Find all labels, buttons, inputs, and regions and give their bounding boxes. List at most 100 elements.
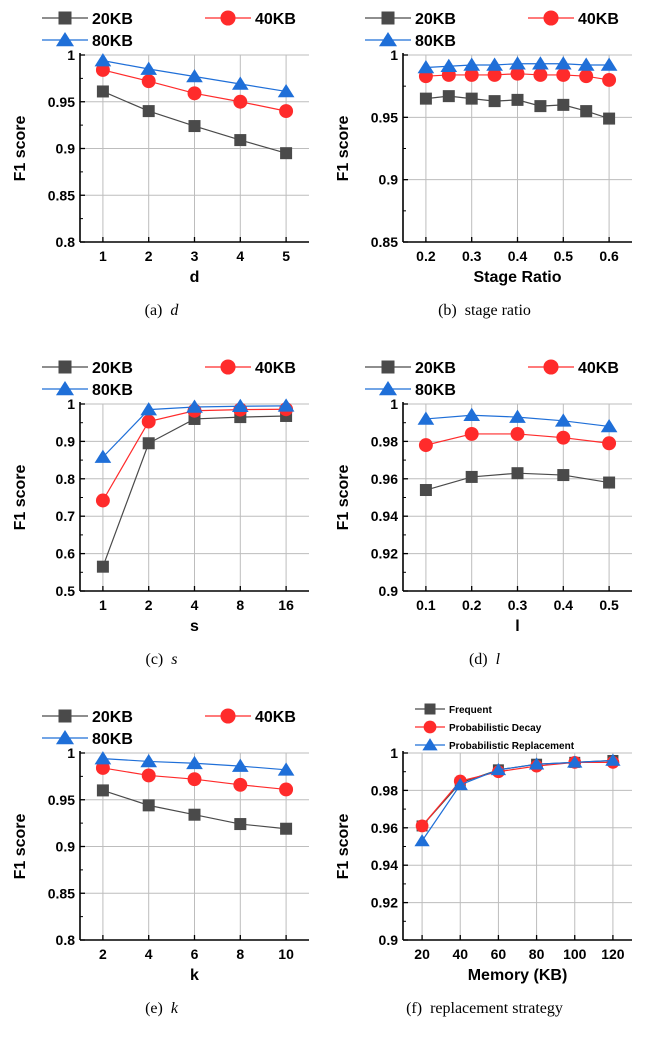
data-point bbox=[280, 147, 293, 160]
x-tick-label: 2 bbox=[145, 248, 153, 264]
data-point bbox=[554, 413, 572, 427]
legend-marker bbox=[220, 10, 236, 26]
legend-label: Probabilistic Replacement bbox=[449, 741, 575, 752]
panel-f: 0.9 0.92 0.94 0.96 0.98 1 20 40 60 80 100 120 Memory… bbox=[323, 698, 646, 1046]
legend-label: Frequent bbox=[449, 705, 492, 716]
legend-marker bbox=[220, 708, 236, 724]
data-point bbox=[188, 808, 201, 821]
data-point bbox=[94, 53, 112, 67]
data-point bbox=[603, 476, 616, 489]
chart-svg-e: 0.8 0.85 0.9 0.95 1 2 4 6 8 10 k F1 score 20KB 40KB 80… bbox=[12, 708, 309, 984]
data-point bbox=[188, 120, 201, 133]
data-point bbox=[580, 105, 593, 118]
x-tick-label: 0.1 bbox=[416, 597, 436, 613]
y-tick-label: 0.96 bbox=[371, 820, 398, 836]
y-tick-label: 0.92 bbox=[371, 895, 398, 911]
y-tick-label: 0.85 bbox=[371, 234, 398, 250]
data-point bbox=[186, 755, 203, 770]
panel-d: 0.9 0.92 0.94 0.96 0.98 1 0.1 0.2 0.3 0.4 0.5 l F1 s… bbox=[323, 349, 646, 697]
y-tick-label: 0.8 bbox=[56, 471, 76, 487]
y-tick-label: 0.98 bbox=[371, 433, 398, 449]
x-tick-label: 16 bbox=[278, 597, 294, 613]
caption-prefix: (b) bbox=[438, 302, 457, 319]
x-axis-title: s bbox=[190, 618, 199, 635]
x-tick-label: 4 bbox=[145, 946, 153, 962]
y-tick-label: 1 bbox=[67, 745, 75, 761]
data-point bbox=[187, 772, 202, 787]
data-point bbox=[490, 763, 507, 776]
data-point bbox=[417, 60, 435, 74]
caption-text: replacement strategy bbox=[430, 1000, 563, 1017]
data-point bbox=[231, 76, 249, 90]
y-tick-label: 0.95 bbox=[48, 792, 75, 808]
caption-a: (a) d bbox=[0, 302, 323, 320]
panel-c: 0.5 0.6 0.7 0.8 0.9 1 1 2 4 8 16 s F1 score 20KB 40KB 8… bbox=[0, 349, 323, 697]
data-point bbox=[141, 74, 156, 89]
x-tick-label: 0.5 bbox=[599, 597, 619, 613]
data-point bbox=[96, 85, 109, 98]
y-tick-label: 0.8 bbox=[56, 932, 76, 948]
data-point bbox=[534, 100, 547, 113]
data-point bbox=[464, 426, 479, 441]
x-tick-label: 100 bbox=[563, 946, 587, 962]
legend-label: 40KB bbox=[255, 360, 296, 377]
x-tick-label: 1 bbox=[99, 597, 107, 613]
data-point bbox=[464, 67, 479, 82]
data-point bbox=[141, 414, 156, 429]
data-point bbox=[600, 419, 618, 433]
data-point bbox=[602, 72, 617, 87]
y-tick-label: 0.9 bbox=[56, 141, 76, 157]
data-point bbox=[140, 753, 158, 768]
data-point bbox=[465, 470, 478, 483]
legend-label: 80KB bbox=[415, 382, 456, 399]
data-point bbox=[419, 484, 432, 497]
y-tick-label: 1 bbox=[390, 745, 398, 761]
data-point bbox=[465, 92, 478, 105]
y-axis-title: F1 score bbox=[335, 464, 352, 530]
data-point bbox=[94, 751, 112, 765]
data-point bbox=[556, 67, 571, 82]
data-point bbox=[417, 411, 435, 425]
data-point bbox=[95, 493, 110, 508]
x-tick-label: 1 bbox=[99, 248, 107, 264]
x-tick-label: 0.2 bbox=[462, 597, 482, 613]
legend-marker bbox=[220, 359, 236, 375]
y-tick-label: 0.9 bbox=[379, 932, 399, 948]
chart-svg-a: 0.8 0.85 0.9 0.95 1 1 2 3 4 5 d F1 score 20KB 40KB 80K… bbox=[12, 10, 309, 286]
y-tick-label: 0.94 bbox=[371, 857, 398, 873]
y-tick-label: 0.9 bbox=[379, 172, 399, 188]
caption-prefix: (a) bbox=[144, 302, 163, 319]
data-point bbox=[187, 86, 202, 101]
legend-label: 20KB bbox=[415, 11, 456, 28]
legend-label: 20KB bbox=[415, 360, 456, 377]
x-tick-label: 4 bbox=[191, 597, 199, 613]
data-point bbox=[488, 95, 501, 108]
x-tick-label: 8 bbox=[236, 597, 244, 613]
data-point bbox=[603, 112, 616, 125]
y-tick-label: 0.9 bbox=[56, 839, 76, 855]
y-tick-label: 1 bbox=[67, 396, 75, 412]
legend-label: 40KB bbox=[578, 11, 619, 28]
legend-label: 40KB bbox=[578, 360, 619, 377]
data-point bbox=[528, 757, 545, 770]
caption-d: (d) l bbox=[323, 651, 646, 669]
legend-marker bbox=[55, 380, 75, 396]
legend-marker bbox=[381, 11, 395, 25]
data-point bbox=[231, 398, 249, 413]
legend-marker bbox=[58, 11, 72, 25]
legend-label: Probabilistic Decay bbox=[449, 723, 542, 734]
caption-c: (c) s bbox=[0, 651, 323, 669]
data-point bbox=[600, 57, 618, 71]
y-tick-label: 0.7 bbox=[56, 508, 76, 524]
data-point bbox=[452, 777, 468, 791]
y-tick-label: 0.8 bbox=[56, 234, 76, 250]
x-tick-label: 40 bbox=[452, 946, 468, 962]
y-tick-label: 0.85 bbox=[48, 885, 75, 901]
data-point bbox=[142, 105, 155, 118]
legend-label: 40KB bbox=[255, 11, 296, 28]
y-axis-title: F1 score bbox=[12, 813, 29, 879]
data-point bbox=[510, 426, 525, 441]
data-point bbox=[233, 777, 248, 792]
data-point bbox=[579, 69, 594, 84]
data-point bbox=[96, 784, 109, 797]
